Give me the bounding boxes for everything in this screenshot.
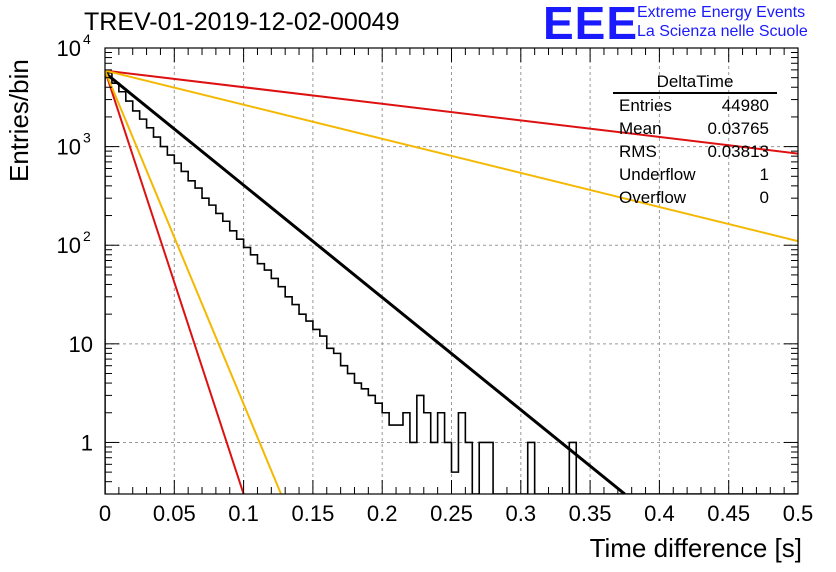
stats-label: Entries <box>619 96 672 115</box>
stats-label: Mean <box>619 119 662 138</box>
stats-value: 1 <box>759 165 769 184</box>
series-line-black <box>105 71 626 494</box>
x-tick-label: 0.1 <box>228 501 259 526</box>
stats-value: 0.03765 <box>707 119 769 138</box>
x-tick-label: 0 <box>99 501 111 526</box>
stats-label: Underflow <box>619 165 696 184</box>
histogram-series <box>105 72 798 494</box>
logo-text: Extreme Energy Events La Scienza nelle S… <box>637 3 808 41</box>
y-tick-label: 1 <box>81 430 93 455</box>
stats-row-rms: RMS 0.03813 <box>611 140 777 163</box>
y-tick-label: 10 <box>57 233 81 258</box>
series-line-red <box>105 70 245 494</box>
stats-name: DeltaTime <box>613 72 777 94</box>
x-tick-label: 0.45 <box>707 501 750 526</box>
y-axis-label: Entries/bin <box>4 59 34 182</box>
stats-row-entries: Entries 44980 <box>611 94 777 117</box>
stats-value: 0.03813 <box>707 142 769 161</box>
eee-logo: EEE <box>543 0 639 49</box>
x-tick-label: 0.35 <box>569 501 612 526</box>
stats-row-mean: Mean 0.03765 <box>611 117 777 140</box>
y-tick-label: 10 <box>57 135 81 160</box>
x-axis-label: Time difference [s] <box>589 533 802 563</box>
y-tick-exponent: 2 <box>83 228 91 244</box>
y-tick-exponent: 4 <box>83 31 91 47</box>
y-tick-label: 10 <box>69 332 93 357</box>
x-tick-label: 0.4 <box>644 501 675 526</box>
y-tick-label: 10 <box>57 36 81 61</box>
series-line-orange <box>105 70 282 494</box>
x-tick-label: 0.3 <box>506 501 537 526</box>
stats-box: DeltaTime Entries 44980 Mean 0.03765 RMS… <box>611 72 777 209</box>
x-tick-label: 0.25 <box>430 501 473 526</box>
logo-line-1: Extreme Energy Events <box>637 4 806 21</box>
stats-value: 44980 <box>721 96 769 115</box>
series-line-red <box>105 69 798 155</box>
x-tick-label: 0.05 <box>153 501 196 526</box>
x-tick-label: 0.15 <box>291 501 334 526</box>
logo-line-2: La Scienza nelle Scuole <box>637 23 808 40</box>
series-line-orange <box>105 69 798 243</box>
x-tick-label: 0.2 <box>367 501 398 526</box>
stats-label: Overflow <box>619 188 687 207</box>
x-tick-label: 0.5 <box>783 501 814 526</box>
stats-row-underflow: Underflow 1 <box>611 163 777 186</box>
chart-title: TREV-01-2019-12-02-00049 <box>84 8 400 36</box>
y-tick-exponent: 3 <box>83 130 91 146</box>
stats-label: RMS <box>619 142 657 161</box>
stats-value: 0 <box>759 188 769 207</box>
stats-row-overflow: Overflow 0 <box>611 186 777 209</box>
